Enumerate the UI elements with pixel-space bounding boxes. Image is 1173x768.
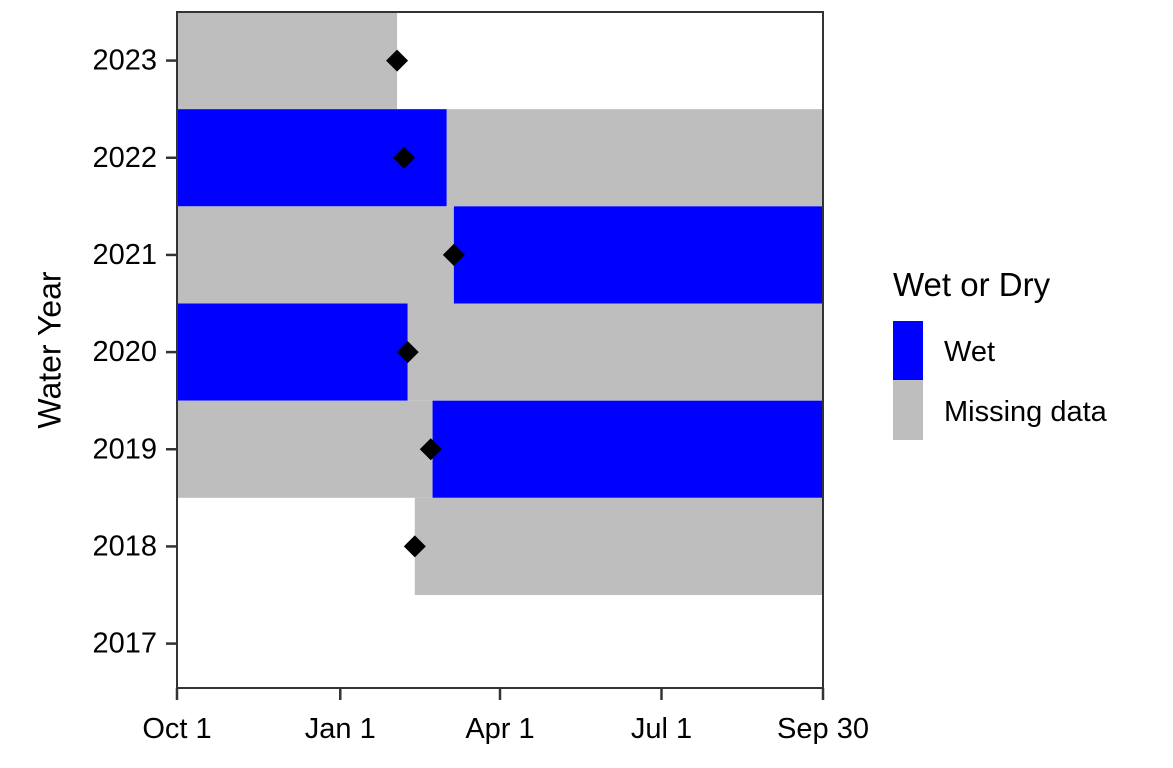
segment-2019-missing-data bbox=[177, 400, 433, 498]
segment-2020-missing-data bbox=[407, 303, 823, 401]
x-tick-label-sep-30: Sep 30 bbox=[777, 713, 869, 745]
diamond-marker-2019 bbox=[419, 438, 442, 461]
diamond-marker-2018 bbox=[403, 535, 426, 558]
diamond-marker-2022 bbox=[393, 146, 416, 169]
segment-2021-missing-data bbox=[177, 206, 454, 304]
legend-title: Wet or Dry bbox=[893, 266, 1051, 303]
segment-2023-missing-data bbox=[177, 12, 398, 110]
y-tick-label-2017: 2017 bbox=[92, 628, 157, 660]
legend-swatch-wet bbox=[893, 321, 923, 380]
diamond-marker-2021 bbox=[442, 243, 465, 266]
diamond-marker-2020 bbox=[396, 341, 419, 364]
legend-label-missing: Missing data bbox=[944, 396, 1108, 428]
x-tick-label-apr-1: Apr 1 bbox=[465, 713, 534, 745]
y-tick-label-2018: 2018 bbox=[92, 530, 157, 562]
bar-segments bbox=[177, 12, 823, 596]
y-tick-label-2023: 2023 bbox=[92, 45, 157, 77]
y-tick-label-2021: 2021 bbox=[92, 239, 157, 271]
diamond-marker-2023 bbox=[386, 49, 409, 72]
x-axis: Oct 1 Jan 1 Apr 1 Jul 1 Sep 30 bbox=[142, 688, 869, 745]
legend-swatch-missing bbox=[893, 380, 923, 440]
segment-2021-wet bbox=[453, 206, 823, 304]
y-axis: 2023 2022 2021 2020 2019 2018 2017 bbox=[92, 45, 177, 660]
segment-2022-missing-data bbox=[446, 109, 823, 207]
diamond-markers bbox=[386, 49, 465, 558]
segment-2018-missing-data bbox=[414, 497, 823, 596]
x-tick-label-jul-1: Jul 1 bbox=[631, 713, 692, 745]
y-tick-label-2020: 2020 bbox=[92, 336, 157, 368]
y-tick-label-2019: 2019 bbox=[92, 433, 157, 465]
y-axis-title: Water Year bbox=[31, 271, 67, 428]
segment-2019-wet bbox=[432, 400, 823, 498]
y-tick-label-2022: 2022 bbox=[92, 142, 157, 174]
legend-label-wet: Wet bbox=[944, 336, 995, 368]
segment-2020-wet bbox=[177, 303, 408, 401]
x-tick-label-jan-1: Jan 1 bbox=[305, 713, 376, 745]
x-tick-label-oct-1: Oct 1 bbox=[142, 713, 211, 745]
legend: Wet or Dry Wet Missing data bbox=[893, 266, 1108, 440]
